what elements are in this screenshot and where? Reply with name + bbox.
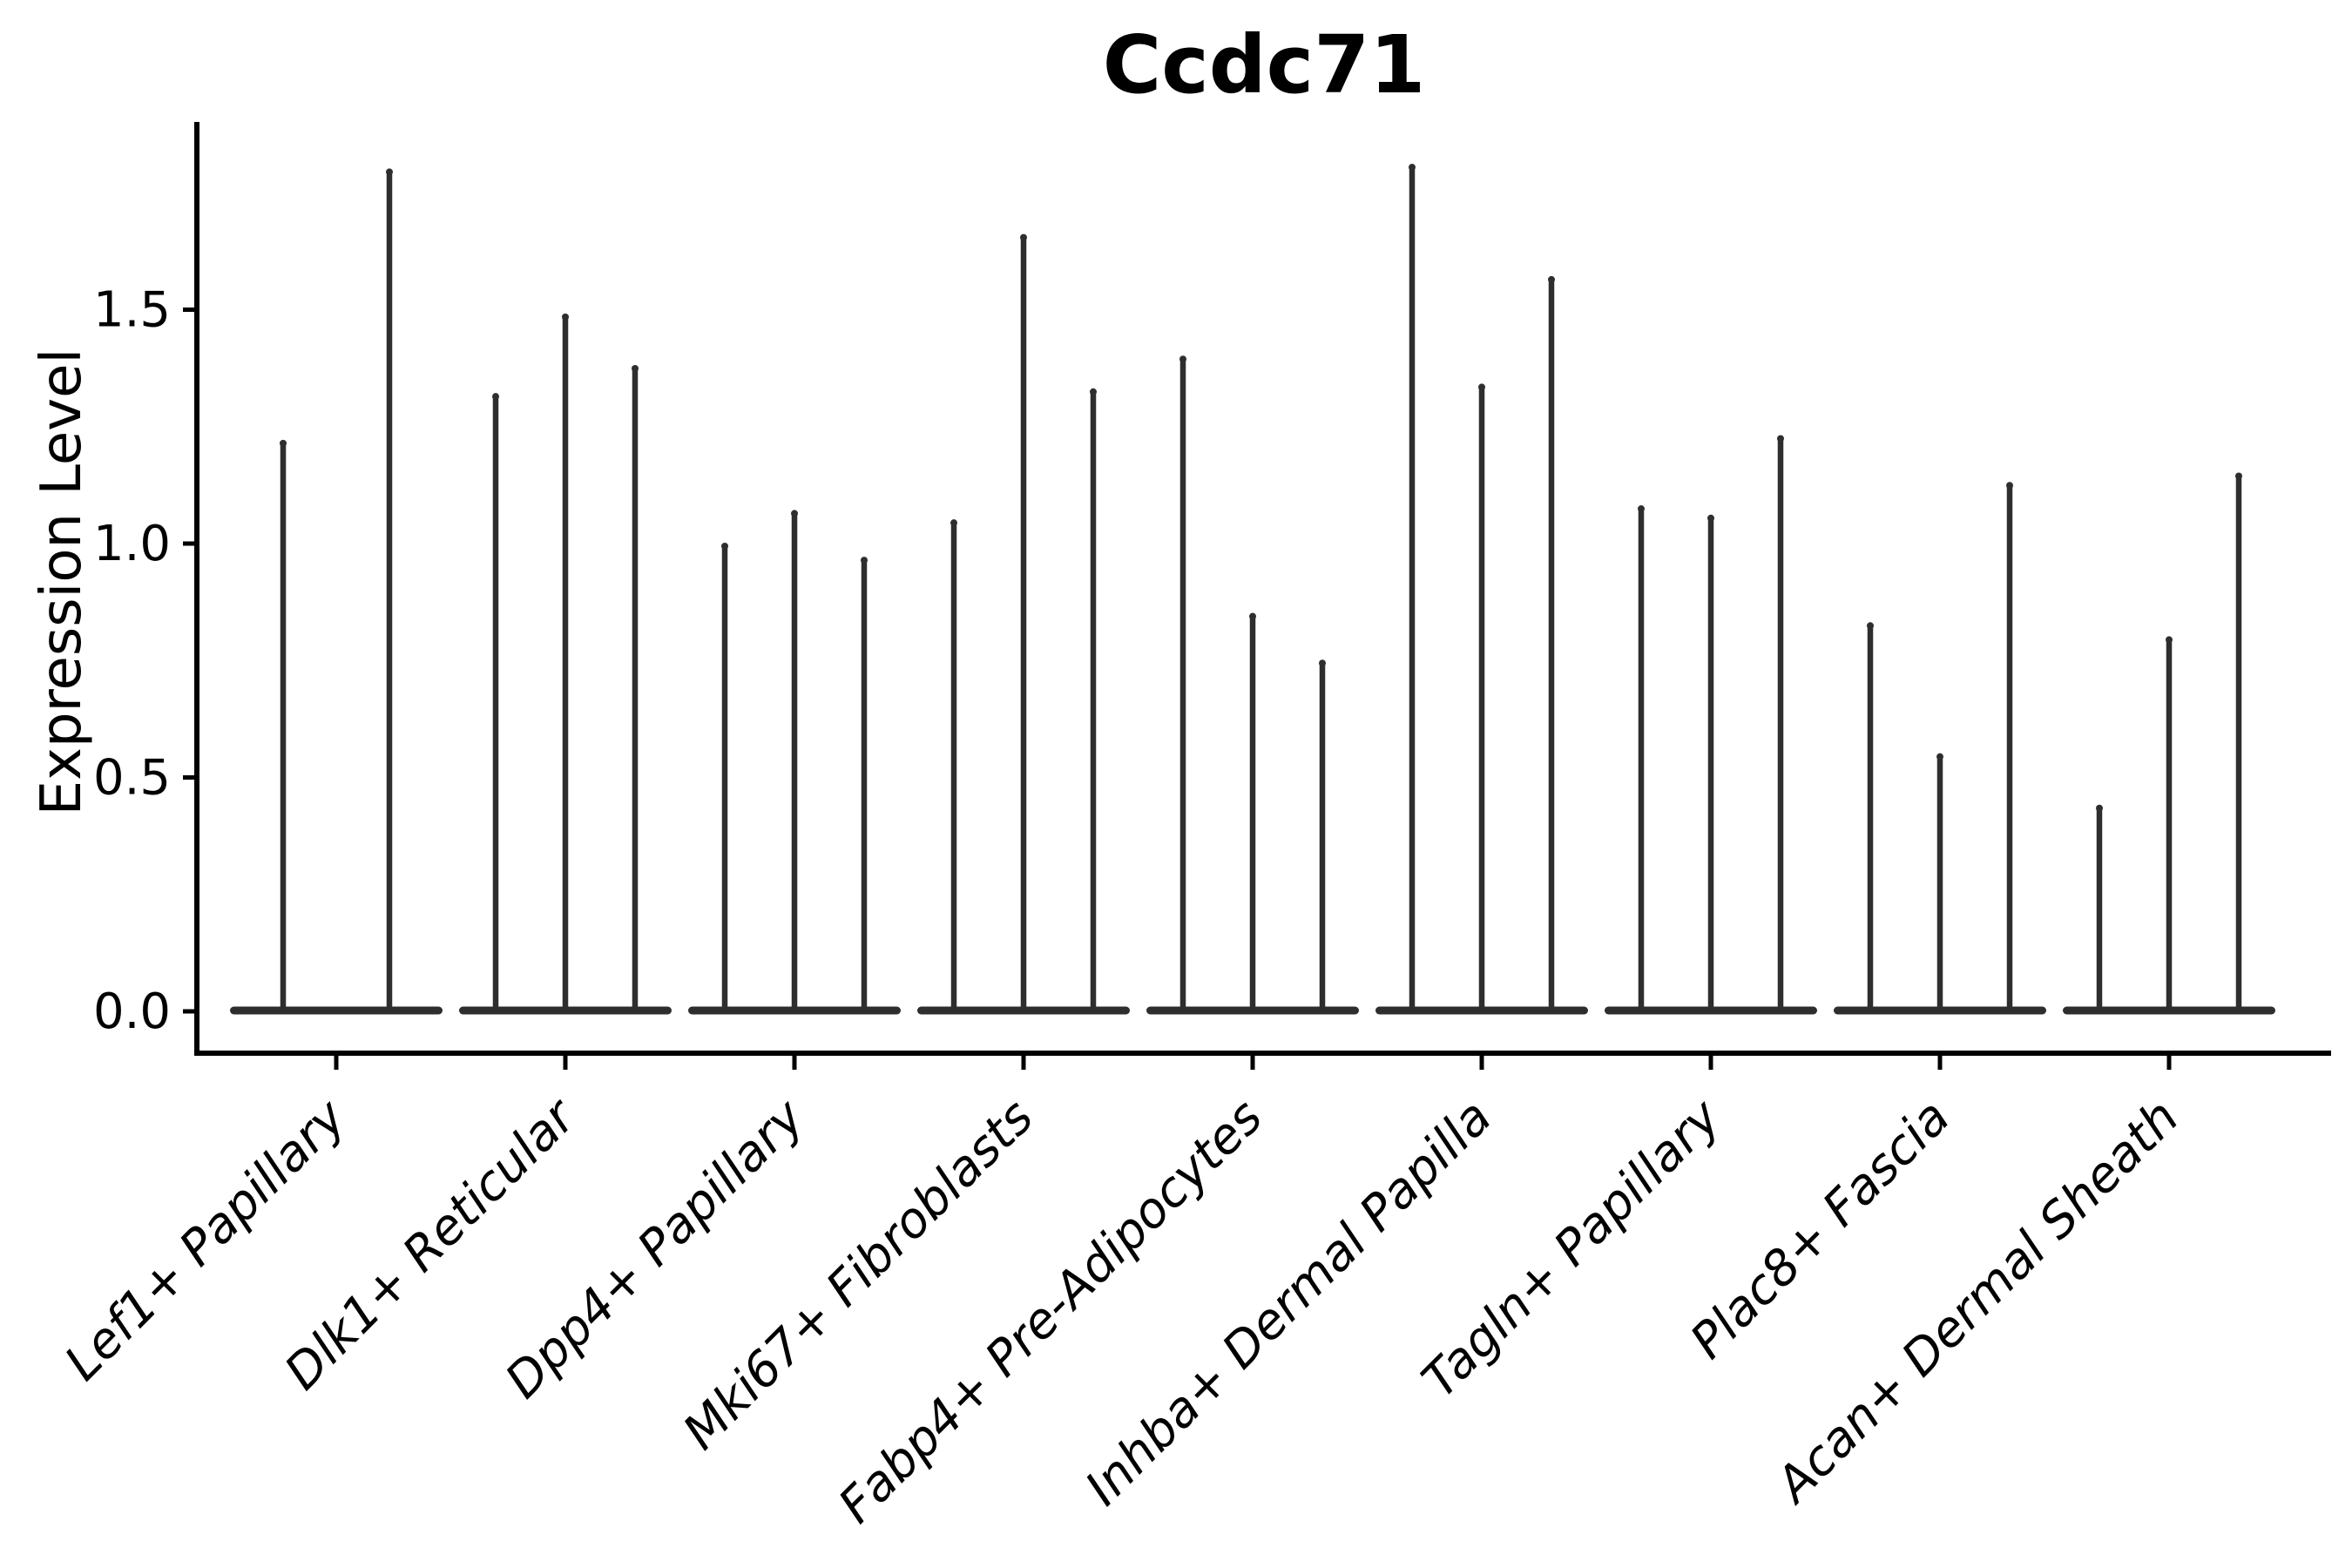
violin-spike: [280, 440, 287, 1013]
violin-spike-cap: [632, 364, 639, 372]
violin-spike-cap: [1478, 383, 1485, 391]
violin-spike-cap: [1319, 659, 1326, 667]
violin-spike-cap: [280, 439, 287, 447]
violin-spike: [2166, 637, 2173, 1013]
violin-spike-cap: [2166, 636, 2173, 644]
violin-spike-cap: [2006, 482, 2013, 490]
violin-spike-cap: [1249, 612, 1256, 620]
violin-spike: [1548, 276, 1555, 1013]
violin-spike-cap: [791, 510, 798, 517]
violin-spike: [861, 558, 868, 1013]
violin-spike: [1867, 623, 1874, 1013]
violin-spike: [1090, 389, 1097, 1013]
violin-spike: [1638, 506, 1645, 1013]
violin-spike: [721, 544, 728, 1013]
violin-spike: [562, 314, 569, 1013]
violin-spike: [2096, 805, 2103, 1013]
violin-spike: [950, 520, 957, 1013]
x-tick-label: Inhba+ Dermal Papilla: [1075, 1089, 1503, 1517]
violin-spike-cap: [1548, 275, 1555, 283]
y-tick-label: 0.5: [93, 750, 171, 807]
x-tick-label: Acan+ Dermal Sheath: [1764, 1089, 2190, 1515]
chart-title: Ccdc71: [1103, 18, 1425, 112]
violin-spike-cap: [1638, 505, 1645, 513]
y-tick-label: 1.0: [93, 516, 171, 572]
violin-spike-cap: [2235, 472, 2242, 480]
violin-spike: [1249, 613, 1256, 1013]
violin-base: [230, 1006, 443, 1015]
violin-spike: [386, 169, 393, 1013]
violin-spike: [791, 510, 798, 1013]
violin-spike-cap: [492, 393, 499, 401]
violin-spike-cap: [1090, 388, 1097, 395]
violin-spike-cap: [1020, 233, 1027, 241]
violin-spike-cap: [1707, 514, 1714, 522]
violin-spike: [1707, 515, 1714, 1013]
y-tick-label: 1.5: [93, 282, 171, 339]
x-tick-label: Fabp4+ Pre-Adipocytes: [828, 1089, 1274, 1534]
violin-spike-cap: [1179, 355, 1186, 363]
violin-spike-cap: [1936, 753, 1943, 760]
violin-spike: [2006, 483, 2013, 1013]
violin-spike: [1020, 234, 1027, 1014]
violin-spike-cap: [721, 543, 728, 550]
violin-spike-cap: [1777, 435, 1784, 443]
y-axis-label: Expression Level: [30, 348, 94, 816]
violin-spike-cap: [1409, 164, 1416, 172]
violin-spike-cap: [950, 519, 957, 527]
violins-group: [230, 164, 2275, 1015]
violin-spike-cap: [1867, 622, 1874, 630]
violin-spike: [1179, 356, 1186, 1013]
violin-spike: [1319, 660, 1326, 1013]
violin-spike: [1936, 754, 1943, 1013]
violin-spike: [492, 394, 499, 1013]
violin-spike: [1777, 436, 1784, 1013]
violin-spike: [1478, 384, 1485, 1013]
violin-spike-cap: [562, 313, 569, 321]
violin-spike: [632, 365, 639, 1013]
y-tick-label: 0.0: [93, 983, 171, 1040]
violin-spike-cap: [2096, 804, 2103, 812]
violin-spike-cap: [861, 557, 868, 564]
violin-spike-cap: [386, 168, 393, 176]
violin-spike: [1409, 165, 1416, 1013]
violin-spike: [2235, 473, 2242, 1013]
